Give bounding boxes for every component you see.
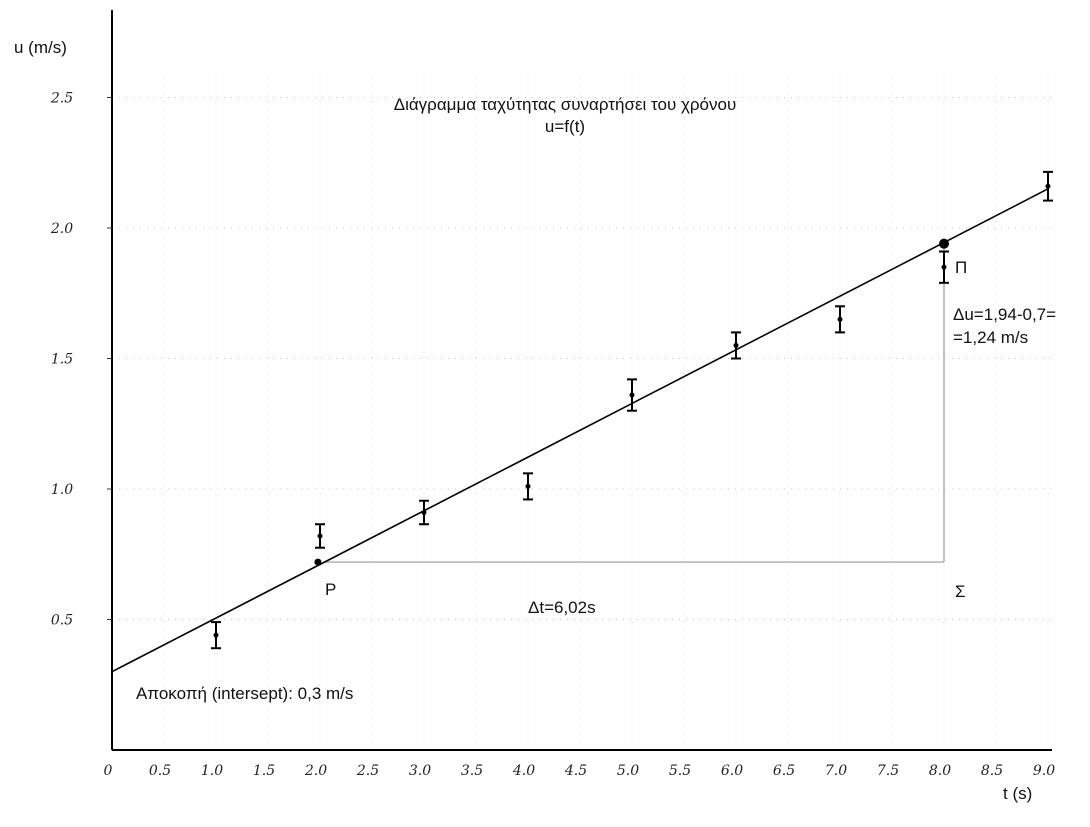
point-p: [314, 558, 322, 566]
fit-line-layer: [111, 188, 1049, 673]
data-marker: [733, 342, 739, 348]
x-tick-label: 6.5: [773, 763, 795, 779]
x-tick-label: 8.0: [929, 763, 951, 779]
x-tick-label: 3.5: [461, 763, 483, 779]
data-point: [523, 472, 533, 501]
point-pi-label: Π: [955, 258, 968, 277]
data-point: [627, 378, 637, 412]
delta-t-annotation: Δt=6,02s: [528, 598, 596, 617]
data-point: [419, 499, 429, 526]
x-tick-label: 3.0: [409, 763, 431, 779]
fit-line: [111, 188, 1049, 673]
y-axis-label: u (m/s): [14, 38, 67, 57]
x-tick-label: 4.0: [512, 763, 535, 779]
triangle-construction: [323, 243, 945, 563]
data-point: [1043, 170, 1053, 202]
point-pi: [939, 238, 949, 249]
chart-subtitle: u=f(t): [544, 117, 586, 136]
y-tick-label: 1.0: [51, 482, 73, 498]
x-tick-label: 9.0: [1033, 763, 1055, 779]
axes-layer: [111, 10, 1052, 751]
data-marker: [421, 509, 427, 515]
y-tick-label: 1.5: [51, 352, 73, 368]
x-tick-label: 8.5: [981, 763, 1003, 779]
data-marker: [941, 264, 947, 270]
data-marker: [629, 392, 635, 398]
intercept-annotation: Αποκοπή (intersept): 0,3 m/s: [136, 684, 354, 703]
data-point: [211, 621, 221, 650]
delta-u-annotation-line2: =1,24 m/s: [953, 328, 1029, 347]
data-marker: [213, 632, 219, 638]
x-tick-label: 6.0: [721, 763, 743, 779]
data-marker: [1045, 183, 1051, 189]
x-tick-label: 2.5: [356, 763, 379, 779]
y-tick-label: 2.0: [50, 221, 73, 237]
x-tick-label: 1.5: [253, 763, 275, 779]
x-tick-label: 4.5: [564, 763, 587, 779]
grid-layer: [112, 70, 1052, 750]
chart-title: Διάγραμμα ταχύτητας συναρτήσει του χρόνο…: [393, 95, 737, 114]
x-tick-label: 2.0: [304, 763, 327, 779]
point-p-label: P: [325, 580, 337, 599]
data-point: [835, 305, 845, 334]
data-point: [939, 250, 949, 284]
x-tick-label: 7.0: [825, 763, 847, 779]
delta-u-annotation-line1: Δu=1,94-0,7=: [953, 305, 1057, 324]
x-tick-label: 1.0: [201, 763, 223, 779]
y-tick-label: 0.5: [51, 613, 73, 629]
x-tick-label: 5.5: [669, 763, 691, 779]
ticks-layer: 0.5 1.0 1.5 2.0 2.5 0 0.5 1.0 1.5 2.0 2.5 3.0 3.5 4.0…: [50, 91, 1055, 780]
x-tick-label: 7.5: [877, 763, 899, 779]
x-tick-label: 0.5: [149, 763, 171, 779]
data-points-layer: [211, 170, 1053, 650]
point-sigma-label: Σ: [955, 582, 966, 601]
data-marker: [837, 316, 843, 322]
data-marker: [317, 533, 323, 539]
x-tick-label: 5.0: [617, 763, 639, 779]
x-axis-label: t (s): [1003, 784, 1033, 803]
y-tick-label: 2.5: [50, 91, 73, 107]
data-point: [315, 523, 325, 549]
x-tick-label: 0: [104, 763, 113, 779]
data-point: [731, 331, 741, 360]
data-marker: [525, 483, 531, 489]
